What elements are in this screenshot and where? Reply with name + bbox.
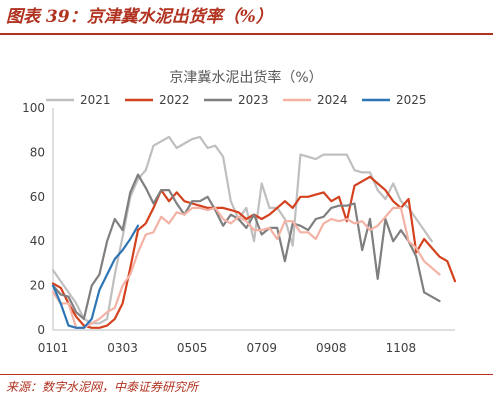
figure-title: 图表 39：京津冀水泥出货率（%） (6, 7, 273, 27)
y-axis: 0 20 40 60 80 100 (22, 101, 54, 337)
legend-label-2025: 2025 (396, 93, 427, 107)
series-line-2024 (51, 206, 441, 329)
y-tick-label: 100 (22, 101, 45, 115)
title-divider (0, 33, 493, 35)
legend-label-2023: 2023 (238, 93, 269, 107)
x-tick-label: 0505 (177, 341, 208, 355)
y-tick-label: 0 (37, 323, 45, 337)
legend-label-2024: 2024 (317, 93, 348, 107)
y-tick-label: 20 (30, 279, 45, 293)
legend-label-2021: 2021 (80, 93, 111, 107)
series-line-2021 (51, 135, 433, 325)
legend-label-2022: 2022 (159, 93, 190, 107)
y-tick-label: 80 (30, 145, 45, 159)
series-line-2022 (51, 175, 457, 329)
series-line-2023 (51, 173, 441, 320)
y-tick-label: 60 (30, 190, 45, 204)
x-axis: 0101 0303 0505 0709 0908 1108 (38, 329, 455, 355)
y-tick-label: 40 (30, 234, 45, 248)
series-line-2025 (51, 224, 140, 329)
source-divider (0, 374, 493, 375)
x-tick-label: 0709 (246, 341, 277, 355)
x-tick-label: 0101 (38, 341, 69, 355)
legend: 2021 2022 2023 2024 2025 (46, 93, 427, 107)
x-tick-label: 1108 (386, 341, 417, 355)
plot-area (51, 135, 457, 329)
source-note: 来源：数字水泥网，中泰证券研究所 (6, 380, 199, 394)
x-tick-label: 0303 (107, 341, 138, 355)
x-tick-label: 0908 (316, 341, 347, 355)
chart-title: 京津冀水泥出货率（%） (169, 69, 322, 86)
